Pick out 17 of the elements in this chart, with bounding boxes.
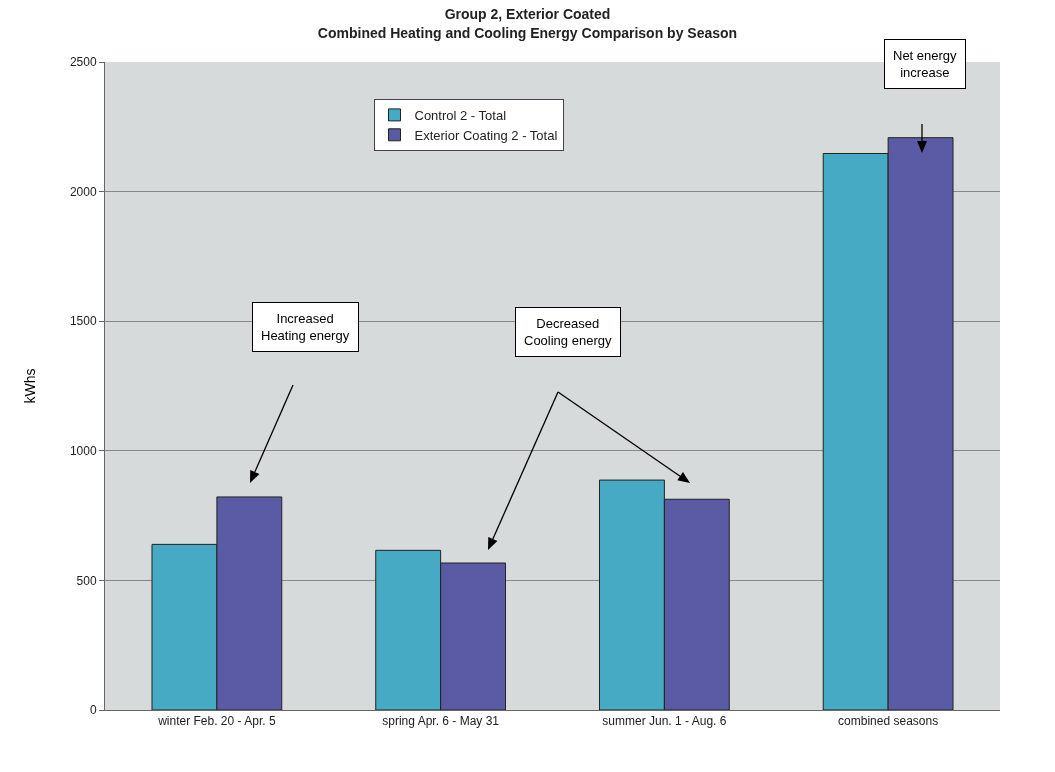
y-tick-label: 2000 [69,184,97,199]
y-tick-label: 1500 [69,314,97,329]
y-tick-label: 500 [76,573,97,588]
x-tick-label: summer Jun. 1 - Aug. 6 [602,714,727,729]
legend-label: Exterior Coating 2 - Total [414,127,558,143]
x-tick-label: combined seasons [838,714,939,729]
chart-title: Group 2, Exterior Coated Combined Heating and Cooling Energy Comparison by Season [317,6,738,41]
annotation: Decreased Cooling energy [524,316,612,348]
annotation: Increased Heating energy [261,311,350,343]
annotation: Net energy increase [893,48,958,80]
y-tick-label: 2500 [69,55,97,70]
x-tick-label: spring Apr. 6 - May 31 [382,714,500,729]
x-tick-label: winter Feb. 20 - Apr. 5 [157,714,276,729]
y-axis-title: kWhs [22,368,39,404]
y-tick-label: 0 [89,703,97,718]
legend-label: Control 2 - Total [414,107,507,123]
y-tick-label: 1000 [69,444,97,458]
